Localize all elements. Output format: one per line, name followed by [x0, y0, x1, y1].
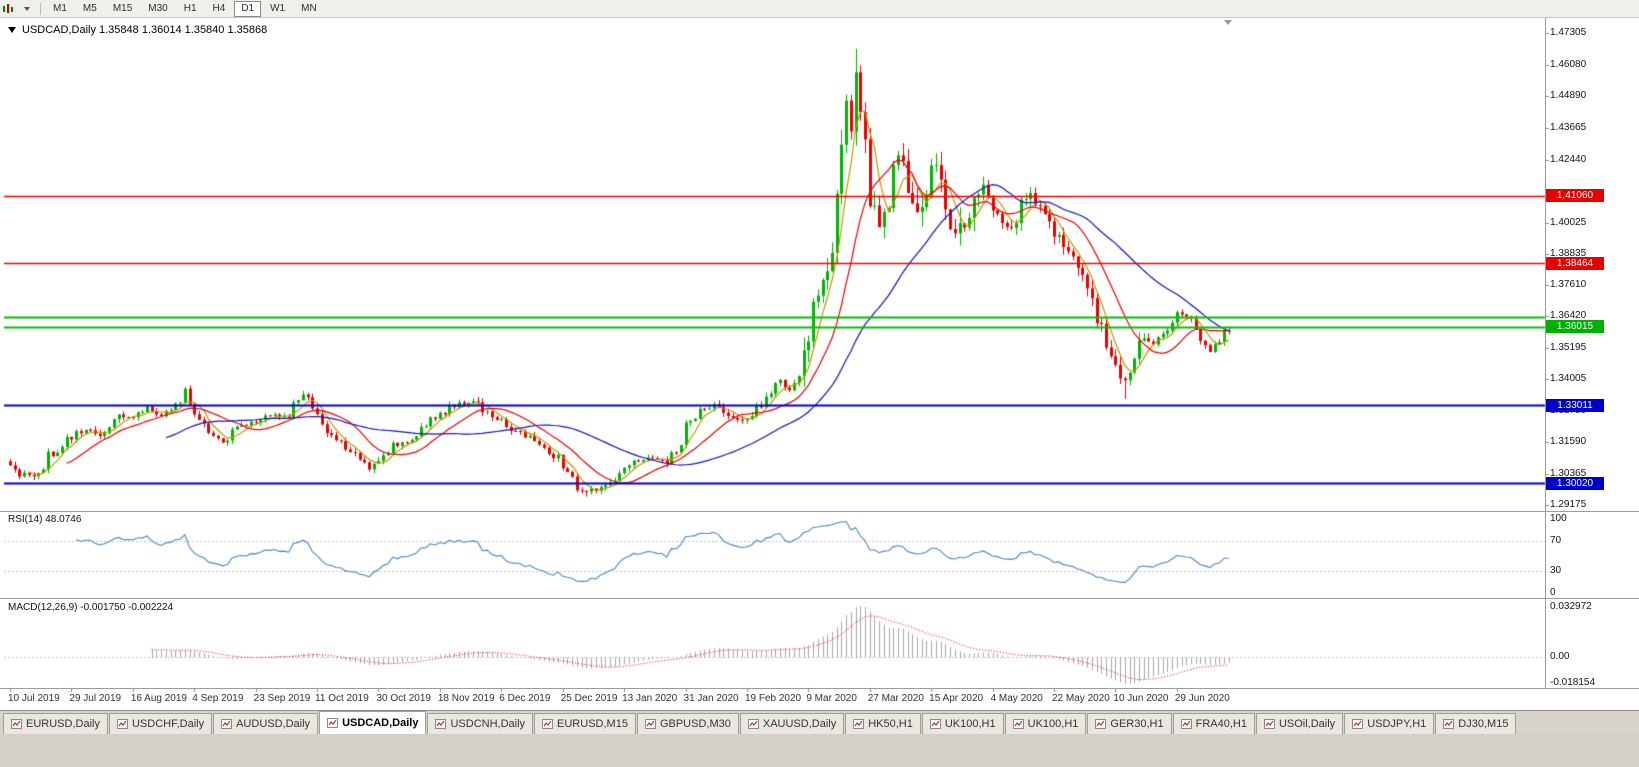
- tab-uk100-h1[interactable]: UK100,H1: [1004, 713, 1087, 734]
- tab-usoil-daily[interactable]: USOil,Daily: [1255, 713, 1344, 734]
- tab-label: HK50,H1: [868, 718, 913, 730]
- timeframe-button-h1[interactable]: H1: [183, 2, 197, 14]
- tab-label: GBPUSD,M30: [659, 718, 731, 730]
- timeframe-button-w1[interactable]: W1: [270, 2, 286, 14]
- mini-chart-icon: [542, 719, 554, 729]
- chart-menu-caret-icon[interactable]: [18, 1, 36, 17]
- mini-chart-icon: [1180, 719, 1192, 729]
- tab-label: GER30,H1: [1110, 718, 1164, 730]
- tab-audusd-daily[interactable]: AUDUSD,Daily: [213, 713, 319, 734]
- mini-chart-icon: [644, 719, 656, 729]
- mini-chart-icon: [11, 719, 22, 729]
- tab-hk50-h1[interactable]: HK50,H1: [845, 713, 921, 734]
- timeframe-button-h4[interactable]: H4: [212, 2, 226, 14]
- mini-chart-icon: [1263, 719, 1275, 729]
- mini-chart-icon: [1352, 719, 1364, 729]
- timeframe-button-m1[interactable]: M1: [53, 2, 67, 14]
- tab-label: USDCNH,Daily: [450, 718, 526, 730]
- tab-usdjpy-h1[interactable]: USDJPY,H1: [1344, 713, 1435, 734]
- tab-gbpusd-m30[interactable]: GBPUSD,M30: [636, 713, 739, 734]
- tab-label: AUDUSD,Daily: [236, 718, 311, 730]
- timeframe-buttons: M1 M5 M15 M30 H1 H4 D1 W1 MN: [45, 0, 325, 17]
- bottom-filler: [0, 734, 1639, 767]
- mini-chart-icon: [116, 719, 128, 729]
- mini-chart-icon: [327, 718, 339, 728]
- tab-uk100-h1[interactable]: UK100,H1: [921, 713, 1004, 734]
- tab-label: USOil,Daily: [1278, 718, 1336, 730]
- mini-chart-icon: [1443, 719, 1455, 729]
- chart-canvas[interactable]: [0, 18, 1639, 710]
- tab-ger30-h1[interactable]: GER30,H1: [1087, 713, 1172, 734]
- toolbar-separator: [40, 2, 41, 15]
- mini-chart-icon: [929, 719, 941, 729]
- tab-label: USDCAD,Daily: [342, 717, 419, 729]
- tab-label: UK100,H1: [944, 718, 996, 730]
- tab-label: EURUSD,Daily: [26, 718, 100, 730]
- chart-tabs: EURUSD,Daily USDCHF,Daily AUDUSD,Daily USDC…: [3, 711, 1517, 734]
- tab-usdchf-daily[interactable]: USDCHF,Daily: [108, 713, 213, 734]
- tab-usdcnh-daily[interactable]: USDCNH,Daily: [427, 713, 534, 734]
- mini-chart-icon: [221, 719, 233, 729]
- top-toolbar: M1 M5 M15 M30 H1 H4 D1 W1 MN: [0, 0, 1639, 18]
- tab-usdcad-daily[interactable]: USDCAD,Daily: [319, 711, 427, 734]
- tab-eurusd-daily[interactable]: EURUSD,Daily: [3, 713, 108, 734]
- tab-label: DJ30,M15: [1458, 718, 1509, 730]
- timeframe-button-d1[interactable]: D1: [234, 0, 262, 17]
- timeframe-button-m5[interactable]: M5: [82, 2, 97, 14]
- chart-tabs-bar: EURUSD,Daily USDCHF,Daily AUDUSD,Daily USDC…: [0, 710, 1639, 734]
- timeframe-button-m30[interactable]: M30: [148, 2, 168, 14]
- tab-label: FRA40,H1: [1195, 718, 1247, 730]
- mini-chart-icon: [435, 719, 447, 729]
- mini-chart-icon: [747, 719, 759, 729]
- tab-dj30-m15[interactable]: DJ30,M15: [1435, 713, 1517, 734]
- timeframe-button-mn[interactable]: MN: [301, 2, 317, 14]
- tab-label: USDJPY,H1: [1367, 718, 1427, 730]
- tab-eurusd-m15[interactable]: EURUSD,M15: [534, 713, 636, 734]
- tab-label: UK100,H1: [1027, 718, 1079, 730]
- mini-chart-icon: [853, 719, 865, 729]
- mini-chart-icon: [1012, 719, 1024, 729]
- tab-fra40-h1[interactable]: FRA40,H1: [1172, 713, 1255, 734]
- tab-xauusd-daily[interactable]: XAUUSD,Daily: [739, 713, 845, 734]
- tab-label: XAUUSD,Daily: [762, 718, 837, 730]
- chart-window: USDCAD,Daily 1.35848 1.36014 1.35840 1.3…: [0, 18, 1639, 710]
- mini-chart-icon: [1095, 719, 1107, 729]
- tab-label: EURUSD,M15: [557, 718, 628, 730]
- tab-label: USDCHF,Daily: [131, 718, 205, 730]
- charts-icon[interactable]: [0, 1, 18, 17]
- timeframe-button-m15[interactable]: M15: [112, 2, 133, 14]
